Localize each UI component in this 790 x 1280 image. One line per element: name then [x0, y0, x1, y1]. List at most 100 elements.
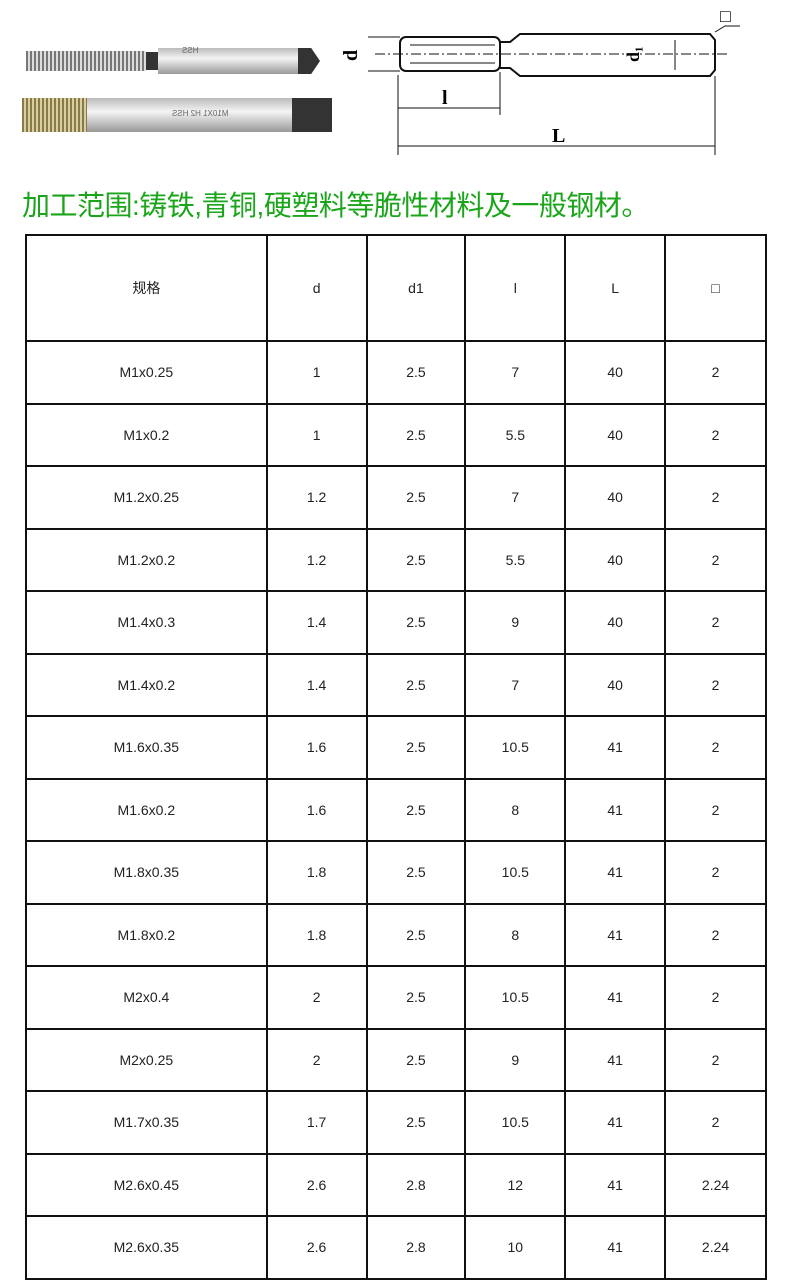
table-cell: 10: [464, 1215, 567, 1280]
table-cell: 5.5: [464, 402, 567, 467]
table-cell: 41: [564, 902, 667, 967]
table-cell: 10.5: [464, 1090, 567, 1155]
table-cell: M1.7x0.35: [25, 1090, 268, 1155]
spec-table: 规格 d d1 l L □ M1x0.25 1 2.5 7 40 2 M1x0.2 1 2.5 5…: [25, 234, 767, 1280]
table-cell: M1.6x0.35: [25, 715, 268, 780]
table-cell: 12: [464, 1152, 567, 1217]
table-cell: M1x0.2: [25, 402, 268, 467]
table-cell: 1.4: [265, 652, 368, 717]
table-cell: 2.5: [365, 1090, 467, 1155]
label-d: d: [340, 50, 362, 61]
table-cell: 41: [564, 1027, 667, 1092]
table-row: M1.4x0.3 1.4 2.5 9 40 2: [25, 590, 767, 655]
table-cell: 2.5: [365, 402, 467, 467]
table-cell: 10.5: [464, 840, 567, 905]
table-cell: 41: [564, 965, 667, 1030]
table-cell: 2.5: [365, 340, 467, 405]
table-cell: 10.5: [464, 965, 567, 1030]
table-row: M1.6x0.35 1.6 2.5 10.5 41 2: [25, 715, 767, 780]
table-row: M2x0.25 2 2.5 9 41 2: [25, 1027, 767, 1092]
table-cell: 2: [664, 715, 767, 780]
table-cell: 1.8: [265, 840, 368, 905]
processing-range-title: 加工范围:铸铁,青铜,硬塑料等脆性材料及一般钢材。: [22, 190, 649, 221]
table-cell: M1.4x0.3: [25, 590, 268, 655]
table-cell: 2.8: [365, 1152, 467, 1217]
table-cell: 8: [464, 777, 567, 842]
table-cell: 2: [664, 465, 767, 530]
header-l: l: [464, 234, 567, 342]
table-cell: 2.24: [664, 1152, 767, 1217]
table-cell: 1: [265, 340, 368, 405]
table-cell: 8: [464, 902, 567, 967]
table-cell: M1.2x0.25: [25, 465, 268, 530]
table-row: M1.8x0.35 1.8 2.5 10.5 41 2: [25, 840, 767, 905]
table-cell: 41: [564, 1215, 667, 1280]
table-cell: 1.8: [265, 902, 368, 967]
header-square: □: [664, 234, 767, 342]
table-cell: M2x0.4: [25, 965, 268, 1030]
table-cell: M2x0.25: [25, 1027, 268, 1092]
table-cell: 2.5: [365, 777, 467, 842]
table-cell: 2: [664, 902, 767, 967]
table-cell: 2: [664, 1027, 767, 1092]
tap-dimension-diagram: d d₁ l L □: [340, 6, 740, 155]
header-d1: d1: [365, 234, 467, 342]
table-cell: 7: [464, 465, 567, 530]
table-cell: M1.4x0.2: [25, 652, 268, 717]
table-cell: 2: [664, 965, 767, 1030]
table-cell: 2: [664, 402, 767, 467]
table-cell: 2.6: [265, 1152, 368, 1217]
table-cell: 2.5: [365, 465, 467, 530]
table-cell: 41: [564, 715, 667, 780]
table-cell: 41: [564, 840, 667, 905]
table-cell: M1x0.25: [25, 340, 268, 405]
table-cell: 2: [664, 777, 767, 842]
header-d: d: [265, 234, 368, 342]
table-cell: 2: [664, 590, 767, 655]
header-spec: 规格: [25, 234, 268, 342]
table-cell: 2: [664, 527, 767, 592]
header-L: L: [564, 234, 667, 342]
table-cell: 1: [265, 402, 368, 467]
table-cell: 2: [664, 652, 767, 717]
table-cell: 41: [564, 1152, 667, 1217]
table-cell: 2: [664, 1090, 767, 1155]
label-l: l: [442, 87, 448, 109]
table-row: M1.6x0.2 1.6 2.5 8 41 2: [25, 777, 767, 842]
tap-marking: HSS: [182, 46, 199, 55]
table-cell: 1.2: [265, 527, 368, 592]
table-cell: 1.6: [265, 777, 368, 842]
table-cell: 2.5: [365, 527, 467, 592]
table-cell: M2.6x0.45: [25, 1152, 268, 1217]
table-cell: M1.2x0.2: [25, 527, 268, 592]
table-cell: M1.8x0.35: [25, 840, 268, 905]
tap-photo-plug: M10X1 H2 HSS: [22, 98, 332, 132]
table-cell: 1.2: [265, 465, 368, 530]
table-row: M1.2x0.25 1.2 2.5 7 40 2: [25, 465, 767, 530]
table-cell: 2.5: [365, 652, 467, 717]
table-cell: M1.6x0.2: [25, 777, 268, 842]
table-cell: 40: [564, 527, 667, 592]
table-cell: 9: [464, 1027, 567, 1092]
table-cell: 7: [464, 652, 567, 717]
table-row: M2.6x0.45 2.6 2.8 12 41 2.24: [25, 1152, 767, 1217]
table-cell: 2: [664, 340, 767, 405]
table-cell: 2: [265, 1027, 368, 1092]
table-cell: 40: [564, 402, 667, 467]
table-cell: 2.6: [265, 1215, 368, 1280]
table-row: M2.6x0.35 2.6 2.8 10 41 2.24: [25, 1215, 767, 1280]
table-cell: 10.5: [464, 715, 567, 780]
table-cell: 2.24: [664, 1215, 767, 1280]
table-cell: 1.6: [265, 715, 368, 780]
table-row: M1.8x0.2 1.8 2.5 8 41 2: [25, 902, 767, 967]
table-row: M1.7x0.35 1.7 2.5 10.5 41 2: [25, 1090, 767, 1155]
table-cell: 2.5: [365, 590, 467, 655]
table-cell: 41: [564, 1090, 667, 1155]
tap-marking: M10X1 H2 HSS: [172, 109, 229, 118]
table-cell: 2.8: [365, 1215, 467, 1280]
table-cell: 2.5: [365, 1027, 467, 1092]
table-cell: 2: [265, 965, 368, 1030]
table-cell: 40: [564, 590, 667, 655]
table-cell: 9: [464, 590, 567, 655]
table-cell: 40: [564, 465, 667, 530]
